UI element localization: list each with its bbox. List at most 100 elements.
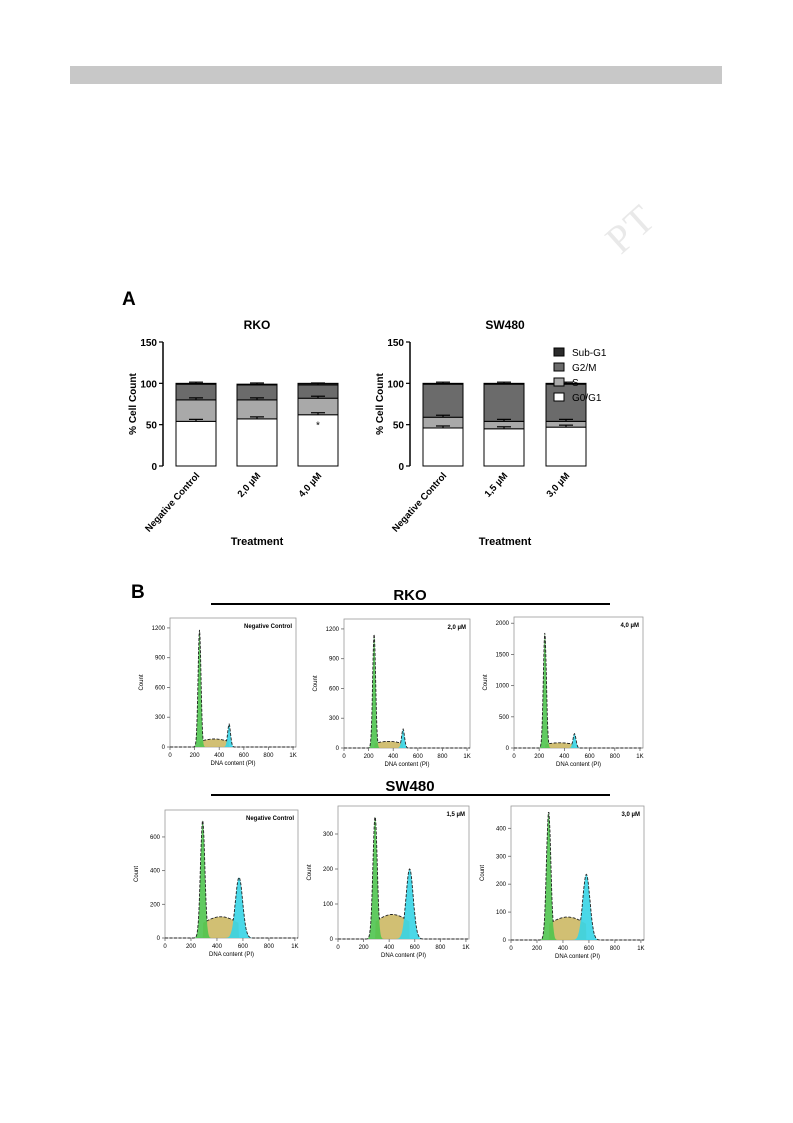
g2-peak-area xyxy=(397,729,409,748)
bar-segment xyxy=(236,418,278,467)
y-tick-label: 600 xyxy=(329,686,340,692)
x-tick-label: 0 xyxy=(509,946,513,952)
histogram-3: Negative Control 0 200 400 600 800 1K 0 200 400 60… xyxy=(134,809,299,958)
x-axis-label: Treatment xyxy=(231,536,284,548)
y-tick-label: 400 xyxy=(150,869,161,875)
bar-segment xyxy=(175,420,217,467)
x-tick-label: 200 xyxy=(534,754,545,760)
y-tick-label: 2000 xyxy=(496,621,510,627)
x-tick-label: 1K xyxy=(289,753,296,759)
y-tick-label: 0 xyxy=(157,936,161,942)
g1-peak-area xyxy=(539,811,558,940)
x-tick-label: 1K xyxy=(291,944,298,950)
x-tick-label: 600 xyxy=(413,754,424,760)
x-axis-label: DNA content (PI) xyxy=(556,762,601,768)
g2-peak-area xyxy=(571,874,601,940)
y-tick-label: 0 xyxy=(151,462,157,473)
panel-label-b: B xyxy=(131,582,145,603)
bar-segment xyxy=(297,414,339,467)
bar-segment xyxy=(422,383,464,418)
y-axis-label: Count xyxy=(139,674,145,690)
y-tick-label: 50 xyxy=(146,421,158,432)
y-tick-label: 200 xyxy=(150,902,161,908)
y-tick-label: 200 xyxy=(323,867,334,873)
x-tick-label: 400 xyxy=(558,946,569,952)
legend-label: Sub-G1 xyxy=(572,348,607,359)
x-tick-label: 0 xyxy=(163,944,167,950)
y-tick-label: 1200 xyxy=(326,627,340,633)
y-axis-label: % Cell Count xyxy=(375,373,386,435)
histogram-label: Negative Control xyxy=(244,624,292,630)
x-tick-label: 800 xyxy=(435,945,446,951)
header-bar xyxy=(70,66,722,84)
x-tick-label: 600 xyxy=(410,945,421,951)
x-tick-label: 600 xyxy=(239,753,250,759)
x-tick-label: 800 xyxy=(610,946,621,952)
x-tick-label: 3,0 µM xyxy=(544,471,572,500)
plot-frame xyxy=(343,618,471,749)
x-tick-label: 1K xyxy=(636,754,643,760)
y-tick-label: 400 xyxy=(496,826,507,832)
x-tick-label: 1,5 µM xyxy=(482,471,510,500)
rko-section-title: RKO xyxy=(393,587,427,604)
s-phase-area xyxy=(375,914,410,939)
x-tick-label: 400 xyxy=(212,944,223,950)
y-tick-label: 300 xyxy=(329,716,340,722)
bar-segment xyxy=(545,383,587,422)
legend-label: G2/M xyxy=(572,363,596,374)
y-tick-label: 1500 xyxy=(496,652,510,658)
g1-peak-area xyxy=(538,632,551,748)
y-tick-label: 1000 xyxy=(496,684,510,690)
y-tick-label: 0 xyxy=(503,938,507,944)
y-tick-label: 0 xyxy=(506,746,510,752)
histogram-label: 2,0 µM xyxy=(448,625,466,631)
x-tick-label: 400 xyxy=(388,754,399,760)
x-axis-label: DNA content (PI) xyxy=(381,953,426,959)
x-tick-label: 400 xyxy=(559,754,570,760)
plot-frame xyxy=(510,805,645,941)
x-tick-label: 1K xyxy=(462,945,469,951)
s-phase-area xyxy=(202,916,240,938)
x-tick-label: 0 xyxy=(168,753,172,759)
x-axis-label: Treatment xyxy=(479,536,532,548)
y-tick-label: 300 xyxy=(496,854,507,860)
histogram-1: 2,0 µM 0 200 400 600 800 1K 0 300 600 900 1200 DNA c… xyxy=(313,618,471,768)
x-tick-label: 800 xyxy=(610,754,621,760)
g1-peak-area xyxy=(193,820,212,938)
histogram-label: 4,0 µM xyxy=(621,623,639,629)
legend-swatch xyxy=(553,347,565,357)
x-tick-label: 200 xyxy=(359,945,370,951)
y-tick-label: 50 xyxy=(393,421,405,432)
y-tick-label: 300 xyxy=(155,715,166,721)
histogram-outline xyxy=(511,812,644,941)
x-tick-label: Negative Control xyxy=(143,471,202,535)
s-phase-area xyxy=(548,917,587,940)
x-tick-label: Negative Control xyxy=(390,471,449,535)
histogram-outline xyxy=(165,820,298,939)
y-axis-label: Count xyxy=(480,865,486,881)
y-tick-label: 900 xyxy=(155,656,166,662)
y-tick-label: 100 xyxy=(387,379,404,390)
x-tick-label: 800 xyxy=(437,754,448,760)
y-tick-label: 1200 xyxy=(152,626,166,632)
x-axis-label: DNA content (PI) xyxy=(384,762,429,768)
significance-mark: * xyxy=(316,421,320,432)
g2-peak-area xyxy=(223,724,235,747)
x-tick-label: 200 xyxy=(364,754,375,760)
y-tick-label: 600 xyxy=(155,685,166,691)
bar-chart-1: SW480 0 50 100 150 % Cell Count Negative Contr… xyxy=(375,318,607,548)
bar-segment xyxy=(483,383,525,422)
bar-segment xyxy=(175,399,217,422)
g1-peak-area xyxy=(366,816,384,939)
chart-title: SW480 xyxy=(485,318,525,332)
histogram-label: Negative Control xyxy=(246,816,294,822)
histogram-outline xyxy=(344,634,470,749)
y-tick-label: 900 xyxy=(329,657,340,663)
x-tick-label: 0 xyxy=(342,754,346,760)
g1-peak-area xyxy=(193,629,206,747)
y-tick-label: 100 xyxy=(496,910,507,916)
plot-frame xyxy=(169,617,297,748)
histogram-label: 3,0 µM xyxy=(622,812,640,818)
x-axis-label: DNA content (PI) xyxy=(555,954,600,960)
legend-label: S xyxy=(572,378,579,389)
